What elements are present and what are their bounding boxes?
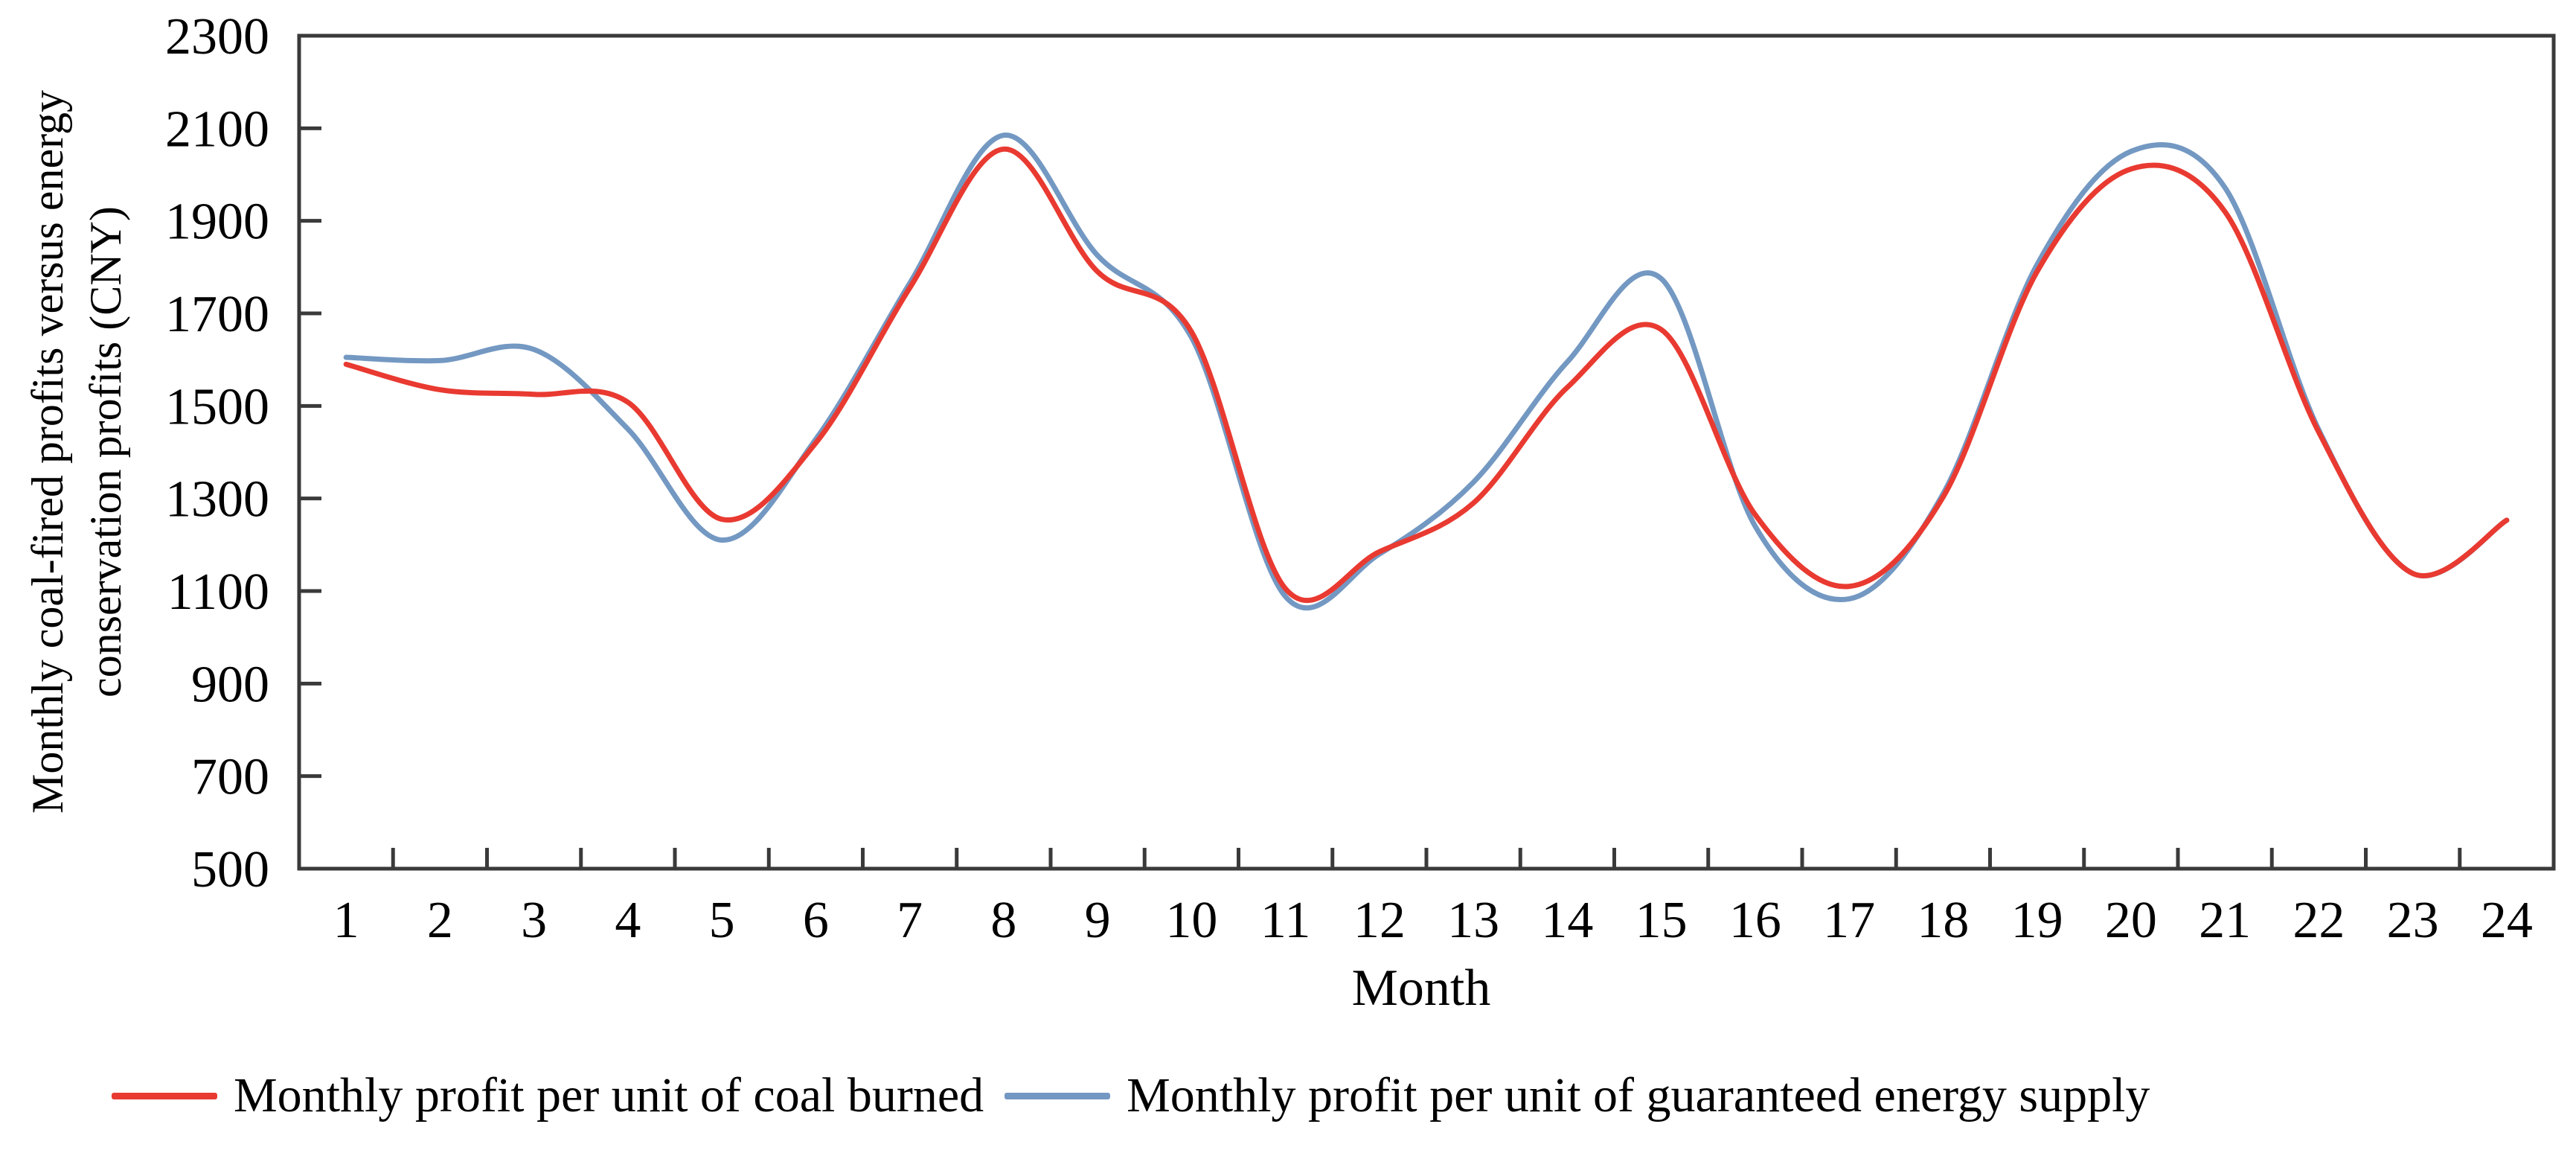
y-tick-label: 1300 <box>165 471 269 528</box>
blue-line-swatch-icon <box>1005 1092 1111 1099</box>
x-tick-label: 10 <box>1165 892 1217 949</box>
x-tick-label: 16 <box>1729 892 1781 949</box>
x-tick-label: 3 <box>521 892 547 949</box>
x-axis-title: Month <box>1351 959 1491 1017</box>
x-tick-label: 17 <box>1823 892 1875 949</box>
series-line-energy-supply <box>343 132 2510 611</box>
y-tick-label: 2100 <box>165 100 269 158</box>
x-tick-label: 13 <box>1447 892 1499 949</box>
series-line-coal-burned <box>343 146 2510 603</box>
x-tick-label: 4 <box>615 892 641 949</box>
x-tick-label: 8 <box>990 892 1016 949</box>
x-tick-label: 22 <box>2293 892 2345 949</box>
x-tick-label: 14 <box>1541 892 1593 949</box>
x-tick-label: 15 <box>1635 892 1688 949</box>
red-line-swatch-icon <box>112 1092 217 1099</box>
x-tick-label: 12 <box>1353 892 1406 949</box>
x-tick-label: 2 <box>427 892 453 949</box>
x-tick-label: 9 <box>1085 892 1111 949</box>
x-tick-label: 19 <box>2011 892 2063 949</box>
x-tick-label: 5 <box>709 892 735 949</box>
x-tick-label: 24 <box>2481 892 2533 949</box>
y-tick-label: 700 <box>191 749 269 806</box>
x-tick-label: 11 <box>1260 892 1310 949</box>
x-tick-label: 6 <box>803 892 829 949</box>
x-tick-label: 23 <box>2387 892 2439 949</box>
y-tick-label: 1700 <box>165 286 269 343</box>
y-tick-label: 900 <box>191 656 269 713</box>
legend-item-coal-burned: Monthly profit per unit of coal burned <box>112 1066 984 1125</box>
y-tick-label: 1100 <box>167 563 269 621</box>
legend-item-energy-supply: Monthly profit per unit of guaranteed en… <box>1005 1066 2150 1125</box>
y-tick-label: 1900 <box>165 194 269 251</box>
y-tick-label: 1500 <box>165 378 269 435</box>
legend: Monthly profit per unit of coal burned M… <box>112 1066 2537 1125</box>
plot-border <box>297 33 2556 871</box>
legend-label-energy-supply: Monthly profit per unit of guaranteed en… <box>1127 1068 2150 1123</box>
legend-label-coal-burned: Monthly profit per unit of coal burned <box>234 1068 984 1123</box>
y-tick-label: 500 <box>191 841 269 898</box>
x-tick-label: 7 <box>897 892 923 949</box>
x-tick-label: 20 <box>2105 892 2157 949</box>
x-tick-label: 1 <box>333 892 359 949</box>
y-tick-label: 2300 <box>165 8 269 66</box>
x-tick-label: 21 <box>2199 892 2251 949</box>
x-tick-label: 18 <box>1917 892 1969 949</box>
